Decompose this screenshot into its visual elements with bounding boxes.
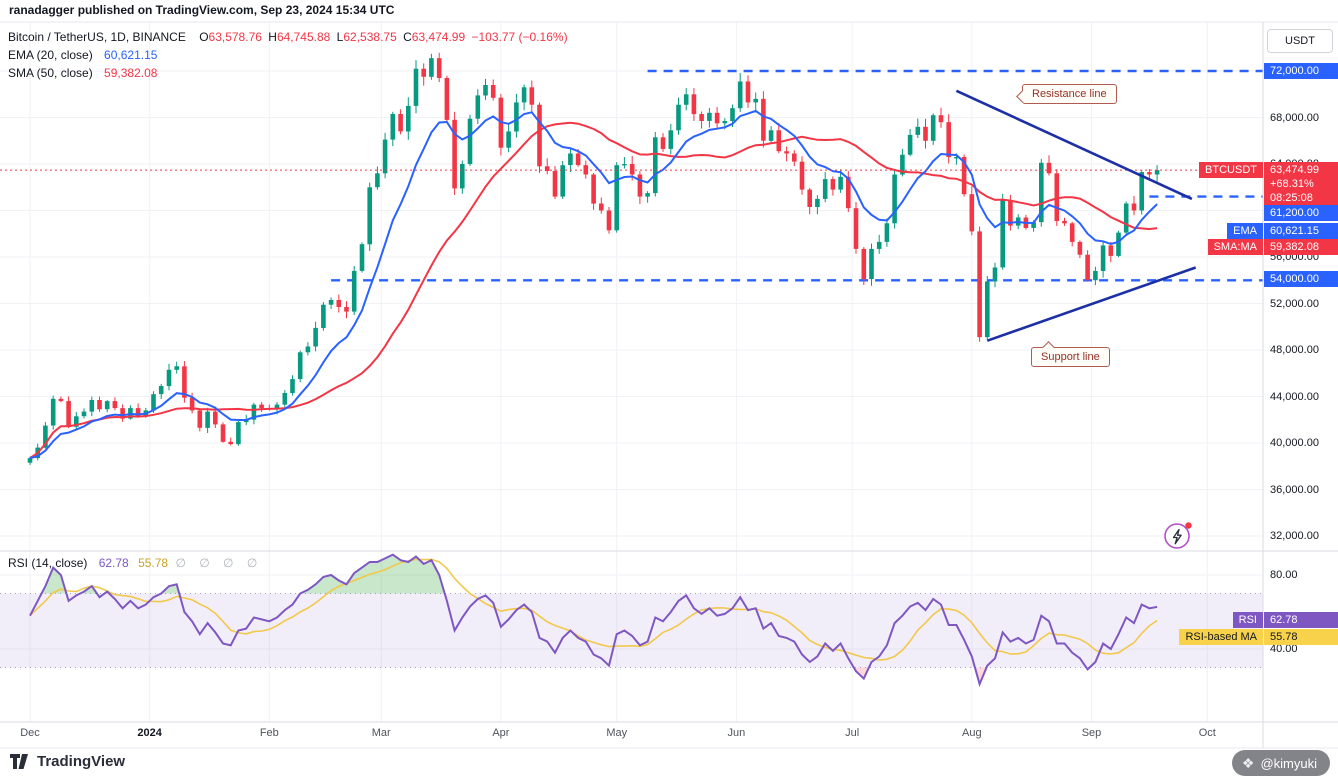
rsi-ma-value: 55.78 — [138, 556, 169, 570]
ema-legend-row[interactable]: EMA (20, close) 60,621.15 — [8, 47, 571, 63]
close-value: 63,474.99 — [411, 30, 466, 44]
tradingview-logo-text: TradingView — [37, 753, 126, 770]
price-tick-label: 32,000.00 — [1270, 530, 1319, 542]
resistance-trendline — [955, 89, 1193, 201]
rsi-line — [29, 553, 1158, 688]
sma-label: SMA (50, close) — [8, 66, 93, 80]
resistance-callout-label: Resistance line — [1032, 88, 1107, 100]
tradingview-logo[interactable]: TradingView — [10, 753, 125, 770]
time-axis-label: Feb — [259, 727, 279, 739]
price-tick-label: 36,000.00 — [1270, 483, 1319, 496]
rsi-legend-row[interactable]: RSI (14, close) 62.78 55.78 ∅ ∅ ∅ ∅ — [8, 556, 262, 570]
ema-label: EMA (20, close) — [8, 48, 93, 62]
time-axis-label: Dec — [20, 727, 40, 739]
ema-value: 60,621.15 — [104, 48, 158, 62]
change-value: −103.77 (−0.16%) — [471, 30, 568, 44]
price-tick-label: 40,000.00 — [1270, 437, 1319, 449]
author-handle: @kimyuki — [1260, 755, 1317, 771]
high-value: 64,745.88 — [276, 30, 331, 44]
time-axis-label: Jun — [727, 727, 746, 739]
rsi-tick-label: 40.00 — [1270, 643, 1298, 655]
flash-button[interactable] — [1162, 519, 1194, 551]
symbol-title: Bitcoin / TetherUS, 1D, BINANCE — [8, 30, 186, 44]
open-value: 63,578.76 — [208, 30, 262, 44]
publisher-line: ranadagger published on TradingView.com,… — [9, 3, 395, 17]
rsi-tick-label: 80.00 — [1270, 569, 1298, 581]
author-logo-icon: ❖ — [1241, 754, 1255, 771]
currency-usdt-button[interactable]: USDT — [1267, 29, 1333, 53]
author-watermark: ❖ @kimyuki — [1231, 750, 1330, 776]
chart-legend: Bitcoin / TetherUS, 1D, BINANCE O63,578.… — [8, 29, 571, 83]
resistance-callout[interactable]: Resistance line — [1016, 84, 1117, 104]
time-axis-label: Mar — [371, 727, 391, 739]
rsi-label: RSI (14, close) — [8, 556, 88, 570]
level-54000-price-label[interactable]: 54,000.00 — [1264, 271, 1338, 287]
symbol-legend-row[interactable]: Bitcoin / TetherUS, 1D, BINANCE O63,578.… — [8, 29, 571, 45]
sma-value: 59,382.08 — [104, 66, 158, 80]
time-axis-label: Oct — [1198, 727, 1216, 739]
support-trendline — [986, 266, 1197, 342]
rsi-value: 62.78 — [98, 556, 129, 570]
ema-line — [29, 109, 1158, 460]
tradingview-logo-icon — [10, 754, 28, 769]
support-callout[interactable]: Support line — [1031, 341, 1110, 367]
ema-series-tag[interactable]: EMA — [1227, 223, 1263, 239]
ema-price-label[interactable]: 60,621.15 — [1264, 223, 1338, 239]
open-label: O — [199, 30, 209, 44]
sma-series-tag[interactable]: SMA:MA — [1207, 239, 1263, 255]
hidden-indicator-icons: ∅ ∅ ∅ ∅ — [175, 556, 263, 570]
symbol-series-tag[interactable]: BTCUSDT — [1199, 162, 1263, 178]
price-tick-label: 44,000.00 — [1270, 390, 1319, 403]
last-price-change-pct: +68.31% — [1270, 178, 1314, 190]
bar-countdown: 08:25:08 — [1270, 192, 1313, 204]
price-tick-label: 52,000.00 — [1270, 297, 1319, 310]
sma-legend-row[interactable]: SMA (50, close) 59,382.08 — [8, 65, 571, 81]
time-axis-label: Aug — [962, 727, 982, 739]
time-axis-label: Apr — [492, 727, 510, 739]
rsi-series-tag[interactable]: RSI — [1232, 612, 1263, 628]
candlestick-series — [27, 52, 1160, 465]
time-axis-label: Jul — [845, 727, 860, 739]
level-72000-price-label[interactable]: 72,000.00 — [1264, 63, 1338, 79]
last-price-value: 63,474.99 — [1270, 164, 1319, 176]
high-label: H — [268, 30, 277, 44]
low-label: L — [336, 30, 344, 44]
sma-price-label[interactable]: 59,382.08 — [1264, 239, 1338, 255]
price-tick-label: 48,000.00 — [1270, 344, 1319, 356]
flash-icon — [1164, 522, 1192, 549]
rsi-ma-line — [29, 558, 1158, 661]
level-61200-price-label[interactable]: 61,200.00 — [1264, 205, 1338, 221]
rsi-ma-series-tag[interactable]: RSI-based MA — [1179, 629, 1263, 645]
time-axis-label: 2024 — [137, 727, 162, 739]
rsi-ma-value-label[interactable]: 55.78 — [1264, 629, 1338, 645]
price-tick-label: 68,000.00 — [1270, 111, 1319, 124]
close-label: C — [403, 30, 412, 44]
low-value: 62,538.75 — [343, 30, 397, 44]
rsi-value-label[interactable]: 62.78 — [1264, 612, 1338, 628]
support-callout-label: Support line — [1041, 351, 1100, 363]
time-axis-label: Sep — [1081, 727, 1102, 739]
time-scale[interactable] — [0, 722, 1263, 748]
time-axis-label: May — [606, 727, 628, 739]
last-price-label[interactable]: 63,474.99 +68.31% 08:25:08 — [1264, 162, 1338, 207]
